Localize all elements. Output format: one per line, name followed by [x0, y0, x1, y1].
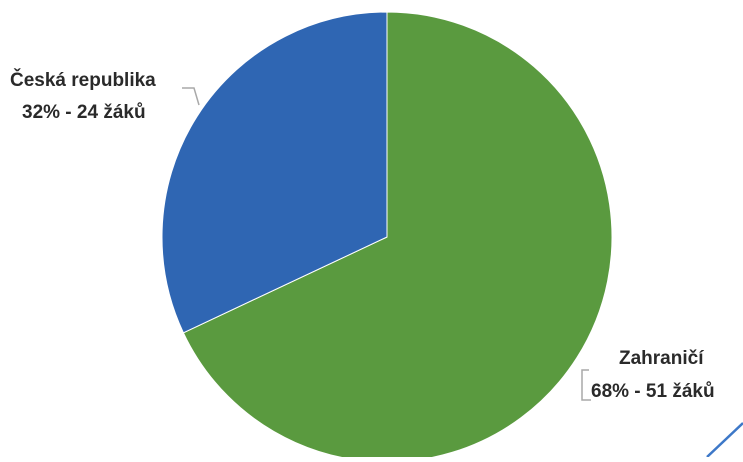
label-zahranici-value: 68% - 51 žáků	[591, 381, 715, 402]
slice-zahranici	[182, 11, 613, 462]
label-cz-name: Česká republika	[10, 69, 156, 91]
pie-slices	[161, 11, 613, 462]
label-cz: Česká republika 32% - 24 žáků	[10, 69, 156, 123]
leader-lines	[182, 87, 591, 401]
slice-ceska-republika	[161, 11, 388, 334]
corner-decoration-line	[706, 422, 743, 458]
leader-line-zahranici	[581, 369, 591, 401]
label-zahranici: Zahraničí 68% - 51 žáků	[591, 348, 715, 402]
label-cz-value: 32% - 24 žáků	[22, 102, 146, 123]
leader-line-cz	[182, 87, 200, 106]
label-zahranici-name: Zahraničí	[619, 348, 704, 369]
